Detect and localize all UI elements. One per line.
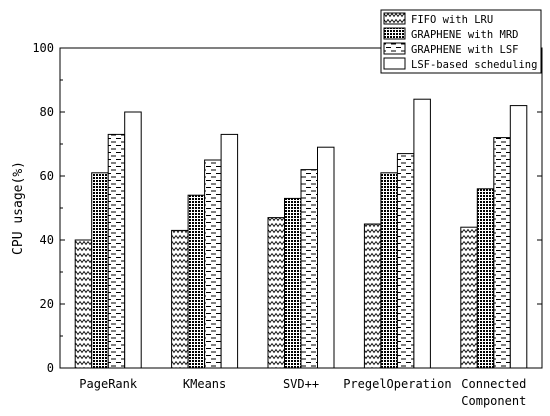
bar: [476, 188, 495, 369]
y-tick-label: 20: [40, 297, 54, 311]
bars-group: [74, 98, 528, 369]
x-tick-label: SVD++: [283, 377, 319, 391]
legend-label: GRAPHENE with MRD: [411, 29, 518, 41]
bar: [460, 226, 478, 369]
y-tick-label: 80: [40, 105, 54, 119]
bar: [284, 197, 302, 369]
bar: [317, 146, 335, 369]
legend-label: GRAPHENE with LSF: [411, 44, 518, 56]
y-tick-label: 60: [40, 169, 54, 183]
legend-label: FIFO with LRU: [411, 14, 493, 26]
bar: [107, 133, 126, 369]
x-tick-label: PregelOperation: [343, 377, 451, 391]
legend-swatch: [383, 12, 406, 25]
bar: [509, 105, 528, 369]
bar: [380, 172, 398, 369]
bar: [220, 133, 239, 369]
legend-swatch: [383, 57, 406, 70]
y-tick-label: 0: [47, 361, 54, 375]
bar: [171, 229, 189, 369]
bar: [187, 194, 206, 369]
x-axis: PageRank KMeans SVD++ PregelOperation Connec…: [79, 363, 526, 408]
y-axis: 0 20 40 60 80 100: [32, 41, 542, 375]
bar: [300, 169, 318, 369]
bar: [363, 223, 382, 369]
legend-swatch: [383, 27, 406, 40]
x-tick-label: KMeans: [183, 377, 226, 391]
bar: [204, 159, 222, 369]
x-tick-label: Connected Component: [461, 377, 526, 408]
legend-label: LSF-based scheduling: [411, 59, 537, 71]
y-tick-label: 100: [32, 41, 54, 55]
bar: [91, 172, 109, 369]
legend: FIFO with LRU GRAPHENE with MRD GRAPHENE w…: [380, 9, 542, 74]
y-axis-title: CPU usage(%): [11, 161, 26, 255]
bar: [74, 239, 93, 369]
bar: [413, 98, 431, 369]
bar: [493, 137, 511, 369]
bar: [267, 217, 285, 369]
bar: [124, 111, 142, 369]
legend-swatch: [383, 42, 406, 55]
x-tick-label: PageRank: [79, 377, 138, 391]
y-tick-label: 40: [40, 233, 54, 247]
bar: [396, 153, 415, 369]
